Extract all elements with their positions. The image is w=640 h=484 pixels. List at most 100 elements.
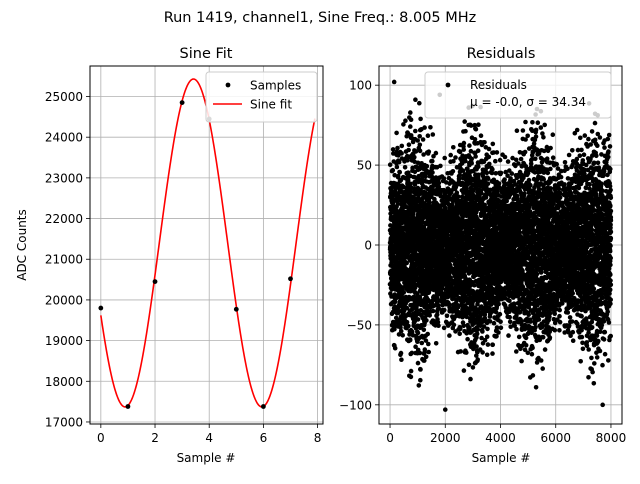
residual-point <box>519 157 524 162</box>
residual-point <box>458 327 463 332</box>
residual-point <box>507 315 512 320</box>
residual-point <box>393 346 398 351</box>
sample-point <box>180 100 185 105</box>
residual-point <box>416 361 421 366</box>
residual-point <box>430 159 435 164</box>
residual-point <box>462 141 467 146</box>
residual-point <box>418 378 423 383</box>
residual-point <box>416 331 421 336</box>
residual-point <box>403 165 408 170</box>
residuals-title: Residuals <box>467 46 536 62</box>
residual-point <box>490 351 495 356</box>
residual-point <box>465 337 470 342</box>
residual-point <box>487 155 492 160</box>
residual-point <box>523 120 528 125</box>
residual-point <box>467 363 472 368</box>
residual-point <box>463 129 468 134</box>
residual-point <box>461 324 466 329</box>
residual-point <box>422 328 427 333</box>
residual-point <box>522 191 527 196</box>
residual-point <box>388 162 393 167</box>
y-tick-label: 23000 <box>45 171 83 185</box>
sample-point <box>153 279 158 284</box>
residual-point <box>413 97 418 102</box>
residual-point <box>473 137 478 142</box>
residual-point <box>400 144 405 149</box>
residual-point <box>394 131 399 136</box>
y-tick-label: 25000 <box>45 90 83 104</box>
residual-point <box>452 323 457 328</box>
residual-point <box>409 117 414 122</box>
residual-point <box>498 319 503 324</box>
residual-point <box>486 176 491 181</box>
residual-point <box>496 330 501 335</box>
residual-point <box>422 125 427 130</box>
sine-fit-title: Sine Fit <box>180 46 233 62</box>
residual-point <box>427 313 432 318</box>
residual-point <box>517 335 522 340</box>
residual-point <box>498 158 503 163</box>
residual-point <box>408 110 413 115</box>
residual-point <box>453 155 458 160</box>
residual-point <box>397 170 402 175</box>
sample-point <box>288 276 293 281</box>
residual-point <box>515 194 520 199</box>
residual-point <box>476 148 481 153</box>
residual-point <box>416 317 421 322</box>
residual-point <box>490 167 495 172</box>
residual-point <box>476 173 481 178</box>
sine-fit-xlabel: Sample # <box>177 451 236 465</box>
residual-point <box>498 312 503 317</box>
residual-point <box>399 357 404 362</box>
residual-point <box>409 375 414 380</box>
residual-point <box>426 133 431 138</box>
residual-point <box>506 159 511 164</box>
residual-point <box>406 148 411 153</box>
residual-point <box>510 171 515 176</box>
residual-point <box>409 369 414 374</box>
residual-point <box>482 140 487 145</box>
residual-point <box>485 327 490 332</box>
residual-point <box>451 169 456 174</box>
sample-point <box>234 307 239 312</box>
residual-point <box>438 164 443 169</box>
residual-point <box>443 205 448 210</box>
residual-point <box>507 298 512 303</box>
residual-point <box>491 142 496 147</box>
residual-point <box>514 349 519 354</box>
residual-point <box>423 347 428 352</box>
residual-point <box>480 350 485 355</box>
residual-point <box>486 181 491 186</box>
residual-point <box>395 165 400 170</box>
residual-point <box>396 174 401 179</box>
residual-point <box>427 149 432 154</box>
residual-point <box>442 308 447 313</box>
residual-point <box>434 151 439 156</box>
residual-point <box>496 302 501 307</box>
residual-point <box>457 332 462 337</box>
residual-point <box>495 325 500 330</box>
residual-point <box>474 127 479 132</box>
x-tick-label: 2 <box>151 431 159 445</box>
residual-point <box>399 329 404 334</box>
residual-point <box>508 320 513 325</box>
residual-point <box>487 162 492 167</box>
y-tick-label: 18000 <box>45 375 83 389</box>
residual-point <box>427 200 432 205</box>
residual-point <box>412 155 417 160</box>
legend-sine-fit-label: Sine fit <box>250 98 292 112</box>
x-tick-label: 6 <box>260 431 268 445</box>
residual-point <box>463 159 468 164</box>
legend-samples-marker <box>226 83 231 88</box>
residual-point <box>415 138 420 143</box>
residual-point <box>424 318 429 323</box>
residual-point <box>417 101 422 106</box>
y-tick-label: 20000 <box>45 293 83 307</box>
residual-point <box>487 147 492 152</box>
residual-point <box>420 341 425 346</box>
residual-point <box>468 377 473 382</box>
residual-point <box>456 194 461 199</box>
residual-point <box>431 309 436 314</box>
residual-point <box>474 344 479 349</box>
residual-point <box>461 147 466 152</box>
